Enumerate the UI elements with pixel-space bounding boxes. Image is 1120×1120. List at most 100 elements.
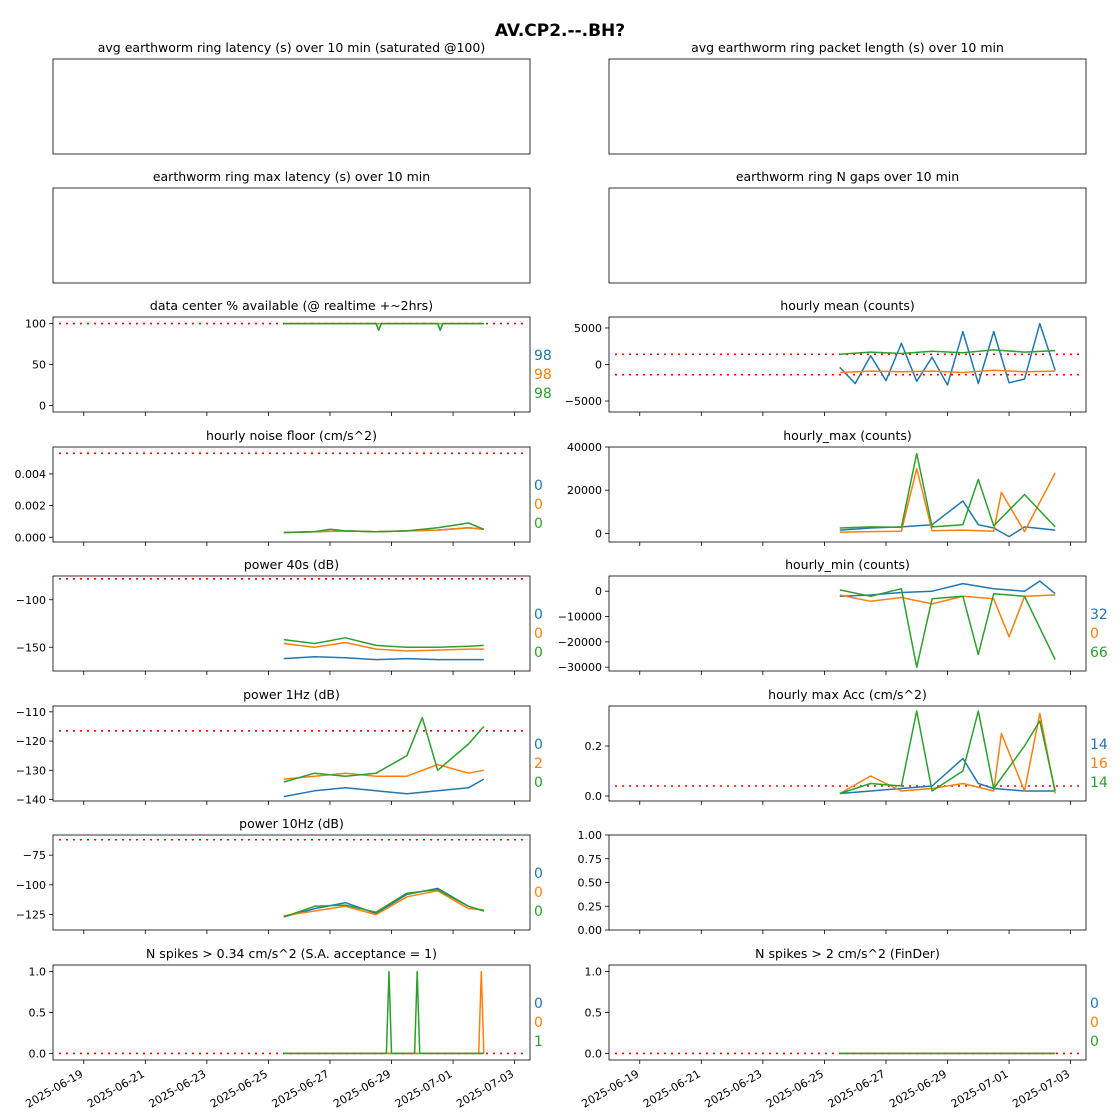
panel-blank: 0.00 0.25 0.50 0.75 1.00 (578, 829, 1087, 937)
series-line-1 (283, 970, 485, 1055)
y-tick-label: −30000 (558, 661, 602, 674)
panel-title: hourly mean (counts) (780, 298, 914, 313)
panel-ngaps: earthworm ring N gaps over 10 min (608, 169, 1087, 284)
x-tick-label: 2025-07-03 (454, 1067, 516, 1110)
y-tick-label: −130 (16, 764, 46, 777)
x-tick-label: 2025-06-27 (826, 1067, 888, 1110)
y-tick-label: −120 (16, 735, 46, 748)
axes-frame (52, 316, 531, 413)
y-tick-label: 0.004 (15, 468, 47, 481)
side-value-0: 0 (534, 996, 543, 1012)
x-tick-label: 2025-06-23 (146, 1067, 208, 1110)
series-line-2 (839, 349, 1056, 356)
panel-title: hourly_min (counts) (785, 557, 910, 572)
series-line-1 (839, 467, 1056, 534)
panel-hmax: hourly_max (counts) 0 20000 40000 (567, 428, 1087, 546)
panel-latency_avg: avg earthworm ring latency (s) over 10 m… (52, 40, 531, 155)
panel-title: hourly max Acc (cm/s^2) (768, 687, 927, 702)
side-value-1: 0 (1090, 626, 1099, 642)
side-value-0: 0 (534, 737, 543, 753)
y-tick-label: 0 (595, 527, 602, 540)
y-tick-label: 0.002 (15, 500, 47, 513)
y-tick-label: 1.00 (578, 829, 603, 842)
side-value-1: 0 (534, 1015, 543, 1031)
y-tick-label: 1.0 (585, 966, 603, 979)
series-line-0 (839, 757, 1056, 795)
side-value-2: 66 (1090, 645, 1108, 661)
panel-p40: power 40s (dB) −150 −100 0 0 0 (16, 557, 543, 675)
axes-frame (52, 705, 531, 802)
side-value-1: 0 (534, 885, 543, 901)
series-line-2 (283, 716, 485, 783)
panel-hmaxacc: hourly max Acc (cm/s^2) 0.0 0.2 14 16 14 (585, 687, 1108, 805)
panel-avail: data center % available (@ realtime +~2h… (25, 298, 552, 416)
panel-hmin: hourly_min (counts) −30000 −20000 −10000 0 32… (558, 557, 1108, 675)
y-tick-label: 0 (595, 359, 602, 372)
x-tick-label: 2025-07-01 (949, 1067, 1011, 1110)
side-value-2: 0 (534, 775, 543, 791)
series-line-0 (839, 322, 1056, 386)
panel-title: earthworm ring max latency (s) over 10 m… (153, 169, 430, 184)
series-line-1 (839, 712, 1056, 795)
axes-frame (52, 446, 531, 543)
axes-frame (52, 187, 531, 284)
side-value-0: 14 (1090, 737, 1108, 753)
series-line-0 (283, 322, 484, 331)
x-tick-label: 2025-07-01 (393, 1067, 455, 1110)
x-tick-label: 2025-06-29 (331, 1067, 393, 1110)
series-line-2 (283, 637, 484, 649)
side-value-1: 16 (1090, 756, 1108, 772)
panel-p10: power 10Hz (dB) −125 −100 −75 0 0 0 (16, 816, 543, 934)
y-tick-label: 40000 (567, 441, 602, 454)
x-tick-label: 2025-06-19 (579, 1067, 641, 1110)
y-tick-label: 0.2 (585, 740, 603, 753)
side-value-2: 0 (534, 645, 543, 661)
axes-frame (608, 705, 1087, 802)
series-line-2 (839, 587, 1056, 668)
series-line-2 (839, 710, 1056, 795)
side-value-2: 0 (534, 516, 543, 532)
y-tick-label: 0.75 (578, 853, 603, 866)
panel-title: power 10Hz (dB) (239, 816, 344, 831)
side-value-1: 2 (534, 756, 543, 772)
x-tick-label: 2025-06-25 (764, 1067, 826, 1110)
y-tick-label: −140 (16, 794, 46, 807)
side-value-1: 98 (534, 367, 552, 383)
series-line-0 (839, 580, 1056, 598)
series-line-1 (839, 369, 1056, 374)
axes-frame (52, 575, 531, 672)
x-tick-label: 2025-07-03 (1010, 1067, 1072, 1110)
axes-frame (52, 58, 531, 155)
x-tick-label: 2025-06-29 (887, 1067, 949, 1110)
side-value-2: 98 (534, 386, 552, 402)
side-value-2: 0 (534, 904, 543, 920)
panel-packet_len: avg earthworm ring packet length (s) ove… (608, 40, 1087, 155)
y-tick-label: 100 (25, 318, 46, 331)
y-tick-label: 0.0 (585, 790, 603, 803)
y-tick-label: −110 (16, 706, 46, 719)
series-line-0 (283, 887, 485, 918)
y-tick-label: 0 (595, 585, 602, 598)
side-value-0: 0 (534, 866, 543, 882)
x-tick-label: 2025-06-19 (23, 1067, 85, 1110)
series-line-2 (283, 888, 485, 918)
y-tick-label: −5000 (565, 395, 602, 408)
series-line-1 (283, 890, 484, 917)
side-value-1: 0 (534, 626, 543, 642)
figure-title: AV.CP2.--.BH? (495, 21, 625, 41)
y-tick-label: 0.25 (578, 900, 603, 913)
panel-title: N spikes > 0.34 cm/s^2 (S.A. acceptance … (146, 946, 437, 961)
y-tick-label: −75 (23, 849, 46, 862)
panel-spikes2: N spikes > 2 cm/s^2 (FinDer)2025-06-19 20… (579, 946, 1099, 1111)
axes-frame (608, 575, 1087, 672)
series-line-2 (283, 322, 484, 331)
y-tick-label: −150 (16, 641, 46, 654)
side-value-0: 0 (1090, 996, 1099, 1012)
y-tick-label: 50 (32, 359, 46, 372)
series-line-0 (283, 778, 485, 798)
y-tick-label: 0.0 (585, 1047, 603, 1060)
panel-title: power 1Hz (dB) (243, 687, 340, 702)
side-value-1: 0 (534, 497, 543, 513)
side-value-0: 32 (1090, 607, 1108, 623)
panel-title: avg earthworm ring packet length (s) ove… (691, 40, 1004, 55)
